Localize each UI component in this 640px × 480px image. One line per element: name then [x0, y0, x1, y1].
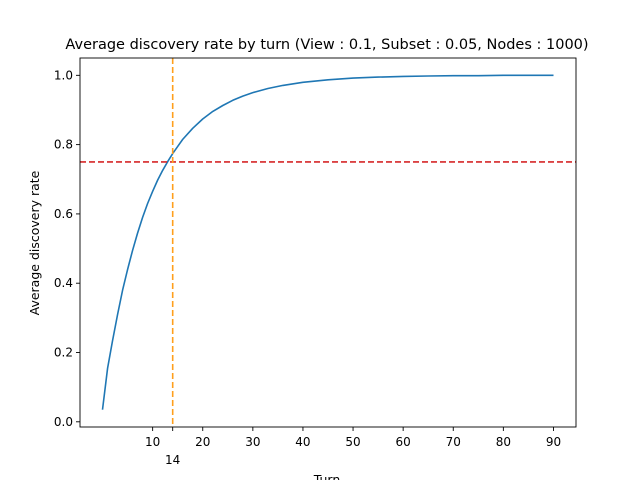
- x-tick-label: 14: [165, 453, 180, 467]
- x-tick-label: 10: [145, 435, 160, 449]
- x-tick-label: 60: [396, 435, 411, 449]
- chart-title: Average discovery rate by turn (View : 0…: [65, 37, 588, 53]
- y-tick-label: 0.4: [54, 276, 73, 290]
- x-tick-label: 30: [245, 435, 260, 449]
- x-axis-label: Turn: [313, 472, 341, 480]
- y-tick-label: 1.0: [54, 68, 73, 82]
- x-tick-label: 20: [195, 435, 210, 449]
- y-tick-label: 0.2: [54, 346, 73, 360]
- x-tick-label: 80: [496, 435, 511, 449]
- x-tick-label: 70: [446, 435, 461, 449]
- plot-area: 0.0 0.2 0.4 0.6 0.8 1.0 10 14 20 30 40 50 60 70 80 90: [54, 57, 577, 467]
- x-tick-label: 50: [345, 435, 360, 449]
- axes-frame: [79, 57, 577, 428]
- x-tick-label: 40: [295, 435, 310, 449]
- series-line-0: [101, 74, 554, 410]
- x-tick-label: 90: [546, 435, 561, 449]
- y-tick-label: 0.0: [54, 415, 73, 429]
- y-tick-label: 0.6: [54, 207, 73, 221]
- y-axis-label: Average discovery rate: [27, 170, 42, 315]
- y-tick-label: 0.8: [54, 138, 73, 152]
